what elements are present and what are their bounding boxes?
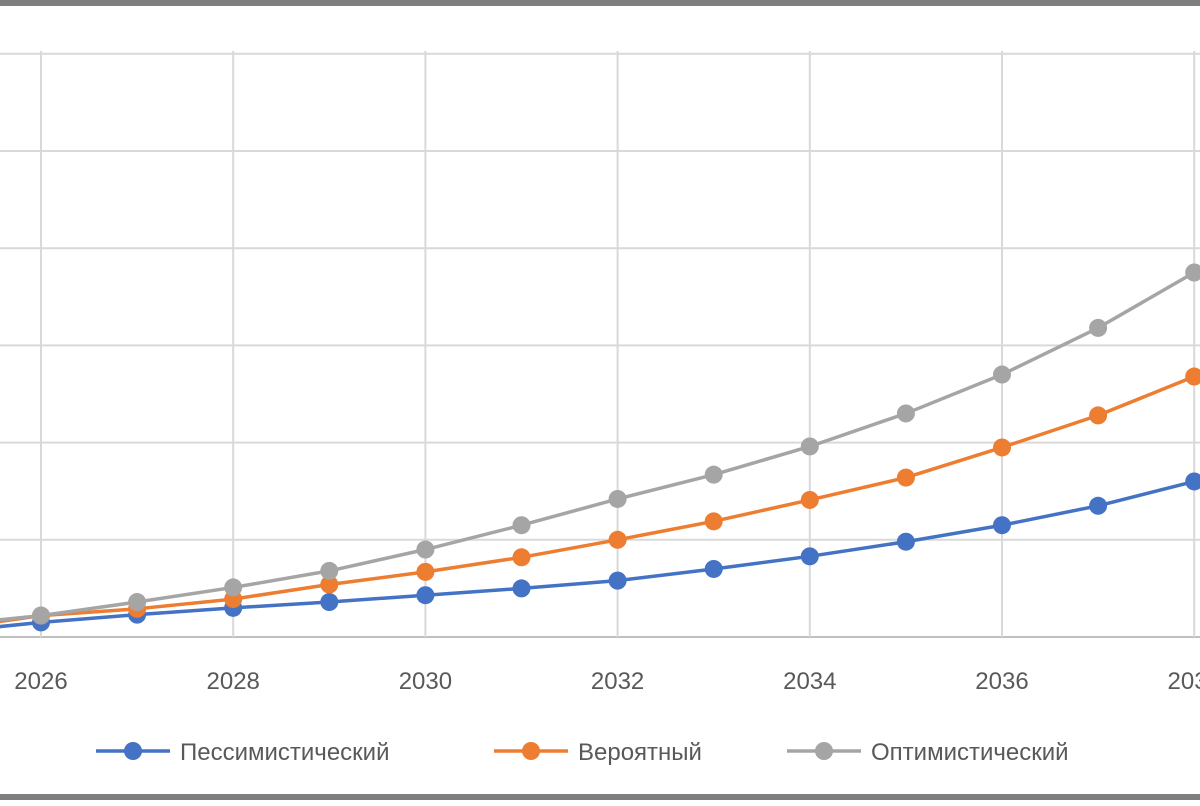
data-point: [704, 465, 723, 484]
data-point: [608, 571, 627, 590]
data-point: [416, 562, 435, 581]
legend: Пессимистический Вероятный Оптимистический: [96, 739, 1069, 766]
data-point: [416, 540, 435, 559]
data-point: [993, 438, 1011, 457]
x-tick-label: 2032: [591, 668, 644, 695]
data-point: [1185, 263, 1200, 282]
x-tick-label: 2036: [975, 668, 1028, 695]
series-line: [0, 270, 1196, 622]
legend-item: Пессимистический: [96, 739, 389, 766]
data-point: [608, 530, 627, 549]
x-tick-label: 2038: [1168, 668, 1200, 695]
x-tick-label: 2030: [399, 668, 452, 695]
series-line: [0, 374, 1195, 624]
data-point: [1089, 406, 1108, 425]
data-point: [416, 586, 435, 605]
data-point: [896, 532, 915, 551]
data-point: [1185, 367, 1200, 386]
data-point: [800, 490, 819, 509]
data-point: [224, 578, 243, 597]
line-chart: 2026 2028 2030 2032 2034 2036 2038 Пессимистич…: [0, 51, 1200, 766]
data-point: [1089, 496, 1108, 515]
legend-label: Оптимистический: [871, 739, 1069, 766]
data-point: [320, 561, 339, 580]
legend-item: Вероятный: [494, 739, 702, 766]
x-axis-ticks: 2026 2028 2030 2032 2034 2036 2038: [14, 668, 1200, 695]
x-tick-label: 2028: [207, 668, 260, 695]
legend-item: Оптимистический: [787, 739, 1069, 766]
data-point: [800, 437, 819, 456]
data-point: [704, 512, 723, 531]
legend-marker: [522, 742, 540, 760]
data-point: [512, 516, 531, 535]
data-point: [320, 593, 339, 612]
series-group: [0, 263, 1200, 632]
data-point: [128, 593, 147, 612]
data-point: [993, 516, 1011, 535]
legend-marker: [815, 742, 833, 760]
grid: [0, 51, 1200, 638]
data-point: [512, 548, 531, 567]
series-3: [0, 263, 1200, 625]
x-tick-label: 2034: [783, 668, 836, 695]
data-point: [896, 404, 915, 423]
data-point: [896, 468, 915, 487]
x-tick-label: 2026: [14, 668, 67, 695]
data-point: [993, 365, 1011, 384]
series-1: [0, 472, 1200, 632]
data-point: [512, 579, 531, 598]
data-point: [608, 489, 627, 508]
legend-label: Вероятный: [578, 739, 702, 766]
legend-label: Пессимистический: [180, 739, 389, 766]
data-point: [320, 575, 339, 594]
data-point: [800, 547, 819, 566]
data-point: [1185, 472, 1200, 491]
data-point: [32, 606, 50, 625]
series-line: [0, 479, 1195, 629]
data-point: [704, 559, 723, 578]
data-point: [1089, 318, 1108, 337]
legend-marker: [124, 742, 142, 760]
